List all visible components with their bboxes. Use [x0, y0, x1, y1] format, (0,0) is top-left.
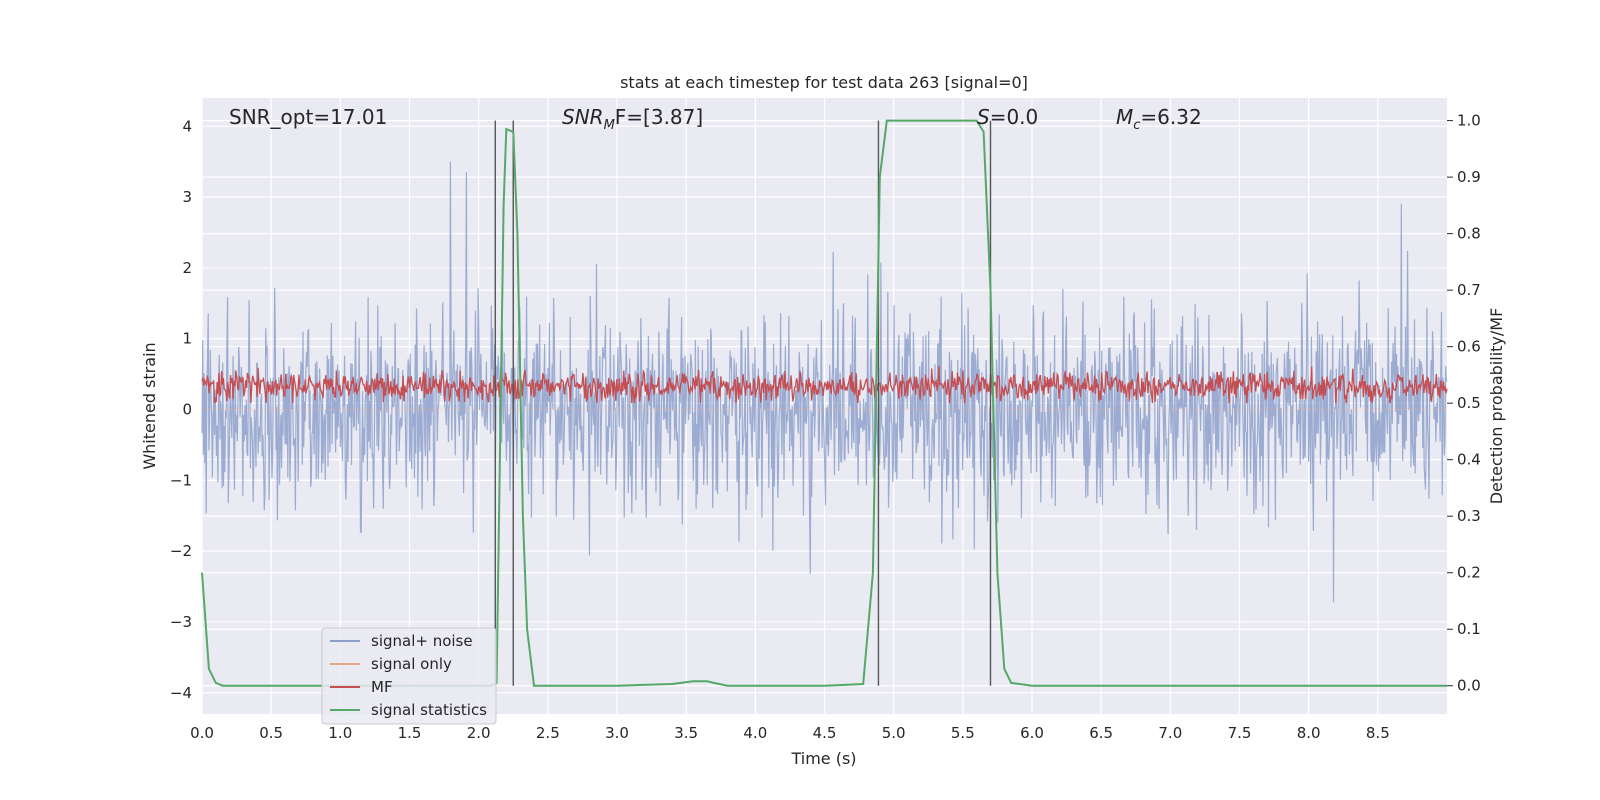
series-line-mf: [201, 365, 1448, 404]
x-tick-label: 3.5: [674, 724, 698, 742]
x-tick-label: 0.0: [190, 724, 214, 742]
x-tick-label: 1.5: [398, 724, 422, 742]
series-signal-plus-noise: [201, 161, 1448, 603]
y-right-tick-label: 0.0: [1457, 677, 1481, 695]
y-left-tick-label: −2: [170, 542, 192, 560]
detection-vertical-lines: [494, 120, 992, 686]
x-tick-label: 2.0: [467, 724, 491, 742]
x-tick-label: 8.5: [1366, 724, 1390, 742]
x-tick-label: 5.5: [951, 724, 975, 742]
chart-title: stats at each timestep for test data 263…: [620, 73, 1028, 92]
series-line-signal-plus-noise: [201, 161, 1448, 603]
grid-lines: [201, 98, 1447, 714]
y-right-tick-label: 0.3: [1457, 507, 1481, 525]
y-left-tick-label: 1: [182, 330, 192, 348]
y-axis-label-left: Whitened strain: [140, 342, 159, 469]
y-left-tick-label: 4: [182, 117, 192, 135]
x-tick-label: 7.0: [1158, 724, 1182, 742]
x-tick-label: 6.0: [1020, 724, 1044, 742]
y-right-tick-label: 0.6: [1457, 338, 1481, 356]
x-tick-label: 5.0: [882, 724, 906, 742]
x-tick-label: 1.0: [328, 724, 352, 742]
legend-box: [321, 627, 497, 725]
x-tick-label: 4.0: [743, 724, 767, 742]
series-mf: [201, 365, 1448, 404]
x-tick-label: 8.0: [1297, 724, 1321, 742]
x-tick-label: 2.5: [536, 724, 560, 742]
y-right-tick-label: 0.2: [1457, 564, 1481, 582]
y-left-tick-label: −4: [170, 684, 192, 702]
legend-label-signal-statistics: signal statistics: [371, 701, 487, 719]
x-tick-label: 3.0: [605, 724, 629, 742]
annotation-snr-mf: SNRMF=[3.87]: [562, 105, 703, 133]
x-axis-label: Time (s): [790, 749, 856, 768]
y-right-tick-label: 0.9: [1457, 168, 1481, 186]
annotation-s: S=0.0: [977, 105, 1038, 129]
y-right-tick-label: 0.7: [1457, 281, 1481, 299]
x-axis-ticks: 0.0 0.5 1.0 1.5 2.0 2.5 3.0 3.5 4.0 4.5 5.0 5.5 6.0 6…: [190, 724, 1390, 742]
x-tick-label: 0.5: [259, 724, 283, 742]
y-left-tick-label: −3: [170, 613, 192, 631]
annotation-mc: Mc=6.32: [1116, 105, 1202, 133]
legend: signal+ noise signal only MF signal stat…: [321, 627, 497, 725]
legend-label-signal-only: signal only: [371, 655, 452, 673]
y-right-tick-label: 1.0: [1457, 112, 1481, 130]
x-tick-label: 7.5: [1228, 724, 1252, 742]
y-left-tick-label: 2: [182, 259, 192, 277]
legend-label-mf: MF: [371, 678, 393, 696]
y-right-tick-label: 0.8: [1457, 225, 1481, 243]
y-right-tick-label: 0.4: [1457, 451, 1481, 469]
y-right-tick-label: 0.5: [1457, 394, 1481, 412]
y-right-axis-ticks: 1.0 0.9 0.8 0.7 0.6 0.5 0.4 0.3 0.2 0.1 0.0: [1447, 112, 1481, 695]
x-tick-label: 4.5: [813, 724, 837, 742]
y-left-axis-ticks: 4 3 2 1 0 −1 −2 −3 −4: [170, 117, 192, 701]
x-tick-label: 6.5: [1089, 724, 1113, 742]
y-axis-label-right: Detection probability/MF: [1487, 308, 1506, 505]
y-left-tick-label: 0: [182, 401, 192, 419]
y-right-tick-label: 0.1: [1457, 620, 1481, 638]
annotation-snr-opt: SNR_opt=17.01: [229, 105, 387, 129]
y-left-tick-label: −1: [170, 471, 192, 489]
legend-label-signal-plus-noise: signal+ noise: [371, 632, 473, 650]
y-left-tick-label: 3: [182, 188, 192, 206]
